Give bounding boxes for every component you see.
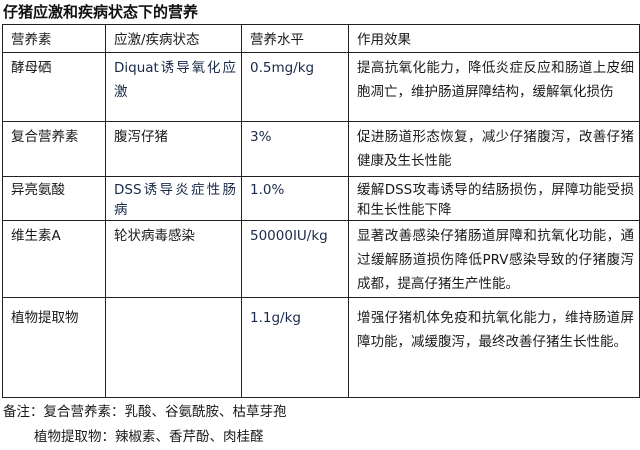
cell-level: 50000IU/kg — [241, 220, 349, 298]
cell-effect: 促进肠道形态恢复，减少仔猪腹泻，改善仔猪健康及生长性能 — [348, 121, 640, 177]
cell-nutrient: 异亮氨酸 — [2, 176, 106, 221]
cell-nutrient: 酵母硒 — [2, 52, 106, 122]
cell-nutrient: 复合营养素 — [2, 121, 106, 177]
cell-effect: 增强仔猪机体免疫和抗氧化能力，维持肠道屏障功能，减缓腹泻，最终改善仔猪生长性能。 — [348, 297, 640, 398]
cell-level: 1.0% — [241, 176, 349, 221]
table-row: 酵母硒 Diquat诱导氧化应激 0.5mg/kg 提高抗氧化能力，降低炎症反应… — [2, 52, 640, 122]
table-row: 植物提取物 1.1g/kg 增强仔猪机体免疫和抗氧化能力，维持肠道屏障功能，减缓… — [2, 297, 640, 398]
header-nutrient: 营养素 — [2, 24, 106, 53]
table-row: 维生素A 轮状病毒感染 50000IU/kg 显著改善感染仔猪肠道屏障和抗氧化功… — [2, 220, 640, 298]
cell-condition — [105, 297, 242, 398]
header-condition: 应激/疾病状态 — [105, 24, 242, 53]
cell-level: 0.5mg/kg — [241, 52, 349, 122]
header-effect: 作用效果 — [348, 24, 640, 53]
cell-condition: 轮状病毒感染 — [105, 220, 242, 298]
cell-nutrient: 维生素A — [2, 220, 106, 298]
cell-effect: 缓解DSS攻毒诱导的结肠损伤，屏障功能受损和生长性能下降 — [348, 176, 640, 221]
cell-condition: Diquat诱导氧化应激 — [105, 52, 242, 122]
note-line-2: 植物提取物：辣椒素、香芹酚、肉桂醛 — [34, 429, 264, 445]
cell-condition: DSS诱导炎症性肠病 — [105, 176, 242, 221]
table-header-row: 营养素 应激/疾病状态 营养水平 作用效果 — [2, 24, 640, 53]
cell-nutrient: 植物提取物 — [2, 297, 106, 398]
page-title: 仔猪应激和疾病状态下的营养 — [3, 3, 199, 21]
cell-level: 1.1g/kg — [241, 297, 349, 398]
table-row: 异亮氨酸 DSS诱导炎症性肠病 1.0% 缓解DSS攻毒诱导的结肠损伤，屏障功能… — [2, 176, 640, 221]
nutrition-table: 营养素 应激/疾病状态 营养水平 作用效果 酵母硒 Diquat诱导氧化应激 0… — [2, 24, 640, 398]
cell-condition: 腹泻仔猪 — [105, 121, 242, 177]
table-row: 复合营养素 腹泻仔猪 3% 促进肠道形态恢复，减少仔猪腹泻，改善仔猪健康及生长性… — [2, 121, 640, 177]
cell-effect: 显著改善感染仔猪肠道屏障和抗氧化功能，通过缓解肠道损伤降低PRV感染导致的仔猪腹… — [348, 220, 640, 298]
cell-level: 3% — [241, 121, 349, 177]
header-level: 营养水平 — [241, 24, 349, 53]
cell-effect: 提高抗氧化能力，降低炎症反应和肠道上皮细胞凋亡，维护肠道屏障结构，缓解氧化损伤 — [348, 52, 640, 122]
note-line-1: 备注：复合营养素：乳酸、谷氨酰胺、枯草芽孢 — [3, 404, 287, 420]
